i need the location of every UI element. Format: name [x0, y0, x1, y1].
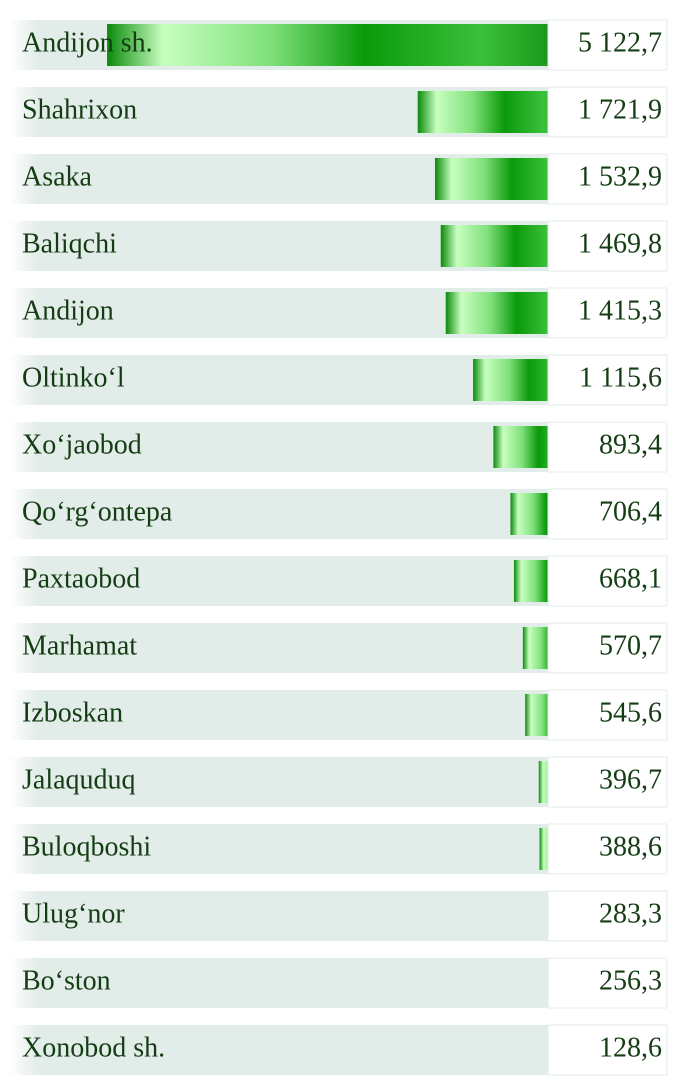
- row-background: [10, 757, 575, 807]
- value-box: [547, 86, 668, 138]
- value-box: [547, 756, 668, 808]
- category-label: Andijon sh.: [22, 27, 153, 58]
- value-box: [547, 354, 668, 406]
- row-background: [10, 891, 575, 941]
- row-background: [10, 1025, 575, 1075]
- value-box: [547, 19, 668, 71]
- value-box: [547, 421, 668, 473]
- value-box: [547, 823, 668, 875]
- category-label: Ulug‘nor: [22, 898, 125, 929]
- value-label: 396,7: [599, 764, 662, 795]
- category-label: Paxtaobod: [22, 563, 140, 594]
- value-label: 1 415,3: [578, 295, 662, 326]
- row-background: [10, 489, 575, 539]
- value-label: 893,4: [599, 429, 662, 460]
- row-background: [10, 690, 575, 740]
- category-label: Shahrixon: [22, 94, 137, 125]
- bar: [107, 24, 575, 66]
- value-label: 570,7: [599, 630, 662, 661]
- value-label: 128,6: [599, 1032, 662, 1063]
- value-label: 1 469,8: [578, 228, 662, 259]
- category-label: Izboskan: [22, 697, 123, 728]
- value-label: 1 721,9: [578, 94, 662, 125]
- category-label: Marhamat: [22, 630, 137, 661]
- value-box: [547, 689, 668, 741]
- category-label: Xo‘jaobod: [22, 429, 142, 460]
- value-box: [547, 890, 668, 942]
- value-box: [547, 555, 668, 607]
- row-background: [10, 422, 575, 472]
- category-label: Andijon: [22, 295, 114, 326]
- row-background: [10, 623, 575, 673]
- value-label: 5 122,7: [578, 27, 662, 58]
- category-label: Qo‘rg‘ontepa: [22, 496, 173, 527]
- category-label: Jalaquduq: [22, 764, 136, 795]
- value-box: [547, 153, 668, 205]
- category-label: Oltinko‘l: [22, 362, 125, 393]
- value-label: 388,6: [599, 831, 662, 862]
- row-background: [10, 958, 575, 1008]
- value-box: [547, 220, 668, 272]
- category-label: Bo‘ston: [22, 965, 111, 996]
- value-label: 706,4: [599, 496, 662, 527]
- value-box: [547, 1024, 668, 1076]
- value-label: 283,3: [599, 898, 662, 929]
- value-label: 256,3: [599, 965, 662, 996]
- value-label: 545,6: [599, 697, 662, 728]
- category-label: Baliqchi: [22, 228, 117, 259]
- value-label: 1 532,9: [578, 161, 662, 192]
- category-label: Asaka: [22, 161, 93, 192]
- value-box: [547, 287, 668, 339]
- category-label: Buloqboshi: [22, 831, 151, 862]
- value-label: 668,1: [599, 563, 662, 594]
- row-background: [10, 824, 575, 874]
- value-box: [547, 622, 668, 674]
- value-box: [547, 488, 668, 540]
- value-label: 1 115,6: [579, 362, 662, 393]
- row-background: [10, 556, 575, 606]
- value-box: [547, 957, 668, 1009]
- category-label: Xonobod sh.: [22, 1032, 165, 1063]
